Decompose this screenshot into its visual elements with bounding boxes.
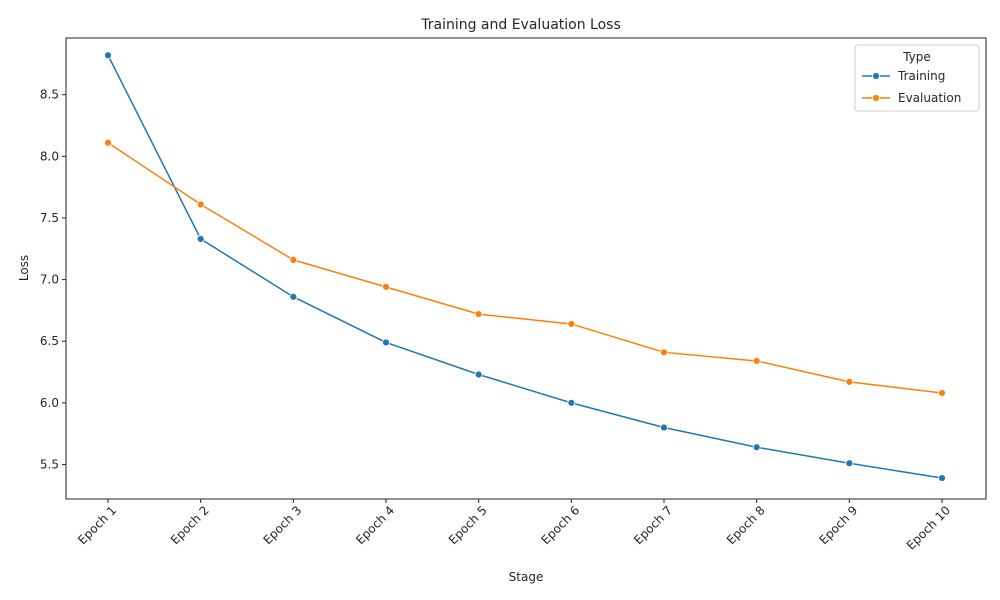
x-tick-label: Epoch 6: [538, 503, 582, 547]
plot-frame: [65, 37, 987, 500]
y-tick-label: 6.5: [40, 334, 59, 348]
y-axis: 5.5 6.0 6.5 7.0 7.5 8.0 8.5: [40, 88, 66, 471]
plot-area: [65, 37, 987, 500]
training-point: [104, 51, 112, 60]
x-tick-label: Epoch 3: [260, 503, 304, 547]
training-point: [196, 235, 205, 243]
y-tick-label: 8.5: [40, 88, 59, 102]
training-point: [938, 474, 946, 482]
legend-label: Training: [897, 69, 945, 83]
legend-box: [854, 44, 980, 112]
evaluation-point: [752, 357, 761, 365]
x-tick-label: Epoch 5: [446, 503, 490, 547]
evaluation-point: [567, 320, 576, 328]
chart-title: Training and Evaluation Loss: [420, 17, 621, 33]
legend-item-evaluation: Evaluation: [862, 91, 961, 105]
legend-swatch-marker: [872, 72, 880, 80]
evaluation-point: [196, 200, 205, 209]
legend-item-training: Training: [862, 69, 945, 83]
y-tick-label: 7.0: [40, 273, 59, 287]
legend-title: Type: [902, 50, 931, 64]
evaluation-point: [289, 255, 298, 264]
training-point: [567, 398, 576, 407]
x-tick-label: Epoch 9: [816, 503, 860, 547]
training-point: [845, 459, 854, 468]
x-axis-label: Stage: [509, 570, 544, 584]
evaluation-series-line: [107, 142, 943, 394]
evaluation-point: [845, 378, 854, 386]
training-point: [289, 292, 298, 301]
training-point: [752, 443, 761, 452]
x-tick-label: Epoch 1: [75, 503, 119, 547]
x-axis: Epoch 1 Epoch 2 Epoch 3 Epoch 4 Epoch 5 Epoch…: [75, 499, 953, 553]
legend-swatch-marker: [872, 94, 880, 102]
y-tick-label: 7.5: [40, 211, 59, 225]
training-point: [660, 423, 668, 432]
x-tick-label: Epoch 10: [904, 503, 953, 552]
evaluation-point: [660, 348, 668, 357]
y-axis-label: Loss: [17, 255, 31, 281]
evaluation-point: [938, 389, 946, 397]
evaluation-point: [474, 310, 483, 319]
legend-label: Evaluation: [898, 91, 961, 105]
evaluation-point: [382, 283, 390, 291]
x-tick-label: Epoch 8: [724, 503, 768, 547]
training-point: [382, 338, 390, 347]
series-layer: [104, 51, 946, 482]
evaluation-point: [104, 138, 112, 147]
y-tick-label: 6.0: [40, 396, 59, 410]
y-tick-label: 5.5: [40, 457, 59, 471]
x-tick-label: Epoch 7: [631, 503, 675, 547]
x-tick-label: Epoch 2: [168, 503, 212, 547]
legend: Type Training Evaluation: [854, 44, 980, 112]
y-tick-label: 8.0: [40, 149, 59, 163]
training-point: [474, 370, 483, 379]
legend-items: Training Evaluation: [862, 69, 961, 105]
x-tick-label: Epoch 4: [353, 503, 397, 547]
training-series-line: [107, 54, 943, 479]
